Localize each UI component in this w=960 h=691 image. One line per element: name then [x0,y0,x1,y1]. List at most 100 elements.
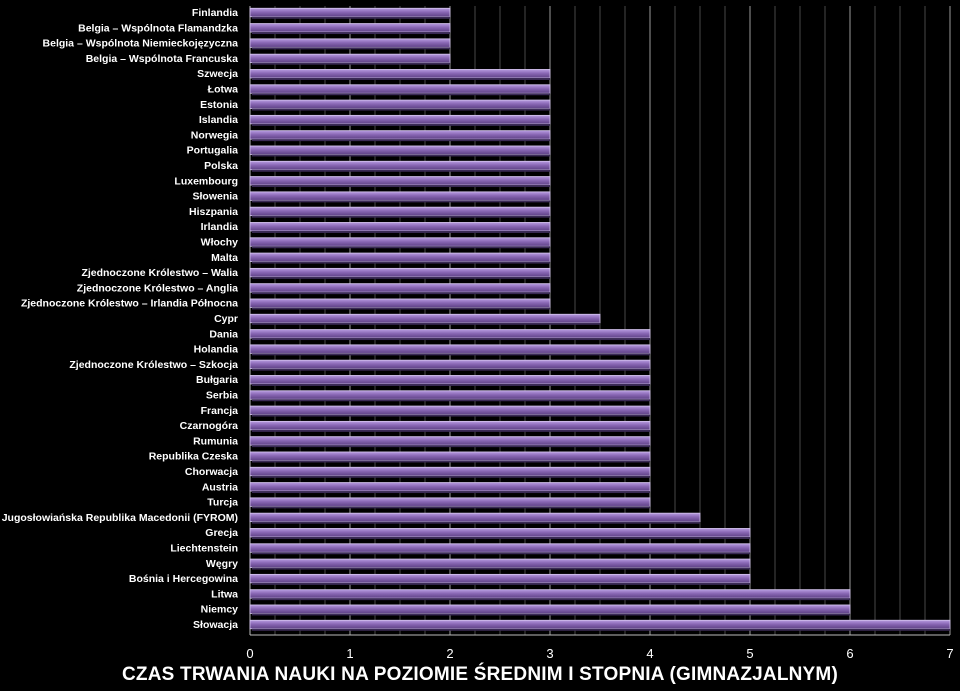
bar-shadow [252,414,650,417]
category-label: Holandia [194,344,238,356]
category-label: Serbia [206,390,238,402]
category-label: Niemcy [201,604,239,616]
bar-shadow [252,383,650,386]
category-label: Islandia [199,114,238,126]
bar [249,313,601,324]
bar [249,573,751,584]
bar [249,466,651,477]
bar [249,145,551,155]
category-label: Belgia – Wspólnota Flamandzka [78,22,238,34]
bar [249,451,651,461]
bar [249,589,851,599]
category-label: Czarnogóra [180,420,239,432]
bar [249,53,451,64]
category-label: Bułgaria [196,374,238,386]
bars [249,7,951,631]
bar-shadow [252,491,650,494]
x-axis-ticks: 0 1 2 3 4 5 6 7 [246,646,953,661]
category-label: Belgia – Wspólnota Francuska [86,53,238,65]
category-label: Szwecja [197,68,238,80]
category-label: Belgia – Wspólnota Niemieckojęzyczna [43,38,239,50]
bar [249,420,651,431]
bar [249,222,551,232]
bar-shadow [252,292,550,295]
chart-title: CZAS TRWANIA NAUKI NA POZIOMIE ŚREDNIM I… [122,664,838,685]
x-tick-label: 1 [346,646,353,661]
bar-shadow [252,628,950,631]
category-label: Zjednoczone Królestwo – Szkocja [69,359,238,371]
bar [249,267,551,278]
bar-shadow [252,139,550,142]
bar-shadow [252,261,550,264]
bar [249,176,551,186]
category-label: Łotwa [208,84,238,96]
bar-shadow [252,230,550,233]
x-tick-label: 6 [846,646,853,661]
bar [249,528,751,538]
bar [249,619,951,630]
x-tick-label: 0 [246,646,253,661]
bar [249,558,751,568]
bar-shadow [252,552,750,555]
bar-shadow [252,399,650,402]
bar [249,298,551,308]
category-label: Zjednoczone Królestwo – Anglia [77,282,238,294]
bar-shadow [252,246,550,249]
bar-shadow [252,47,450,50]
bar-shadow [252,506,650,509]
bar-shadow [252,521,700,524]
bar [249,436,651,446]
category-label: Estonia [200,99,238,111]
bar-shadow [252,123,550,126]
bar [249,359,651,370]
bar-shadow [252,536,750,539]
bar-shadow [252,108,550,111]
x-tick-label: 3 [546,646,553,661]
bar [249,69,551,79]
category-label: Finlandia [192,7,238,19]
x-tick-label: 5 [746,646,753,661]
category-label: Turcja [207,497,238,509]
bar-shadow [252,185,550,188]
bar-shadow [252,475,650,478]
bar [249,191,551,201]
category-label: Liechtenstein [170,543,238,555]
bar-shadow [252,429,650,432]
category-label: Grecja [205,527,238,539]
category-label: Portugalia [187,145,239,157]
category-label: Włochy [201,237,238,249]
category-labels: Finlandia Belgia – Wspólnota Flamandzka Be… [0,7,238,631]
bar-shadow [252,93,550,96]
category-label: Republika Czeska [149,451,238,463]
category-label: Irlandia [201,221,239,233]
bar-shadow [252,169,550,172]
bar-shadow [252,215,550,218]
bar [249,237,551,247]
category-label: Francja [201,405,239,417]
bar-shadow [252,200,550,203]
bar-shadow [252,307,550,310]
bar [249,130,551,140]
bar [249,405,651,415]
category-label: Cypr [214,313,238,325]
category-label: Malta [211,252,238,264]
bar [249,512,701,523]
category-label: Dania [209,328,238,340]
bar [249,206,551,217]
bar-shadow [252,16,450,19]
category-label: Bośnia i Hercegowina [129,573,238,585]
bar-shadow [252,368,650,371]
bar-shadow [252,598,850,601]
category-label: Luxembourg [174,175,238,187]
bar [249,160,551,171]
bar [249,375,651,385]
bar [249,329,651,339]
category-label: Zjednoczone Królestwo – Irlandia Północn… [21,298,238,310]
bar [249,283,551,293]
bar [249,114,551,125]
bar-shadow [252,338,650,341]
bar-shadow [252,613,850,616]
bar-shadow [252,77,550,80]
bar [249,84,551,94]
